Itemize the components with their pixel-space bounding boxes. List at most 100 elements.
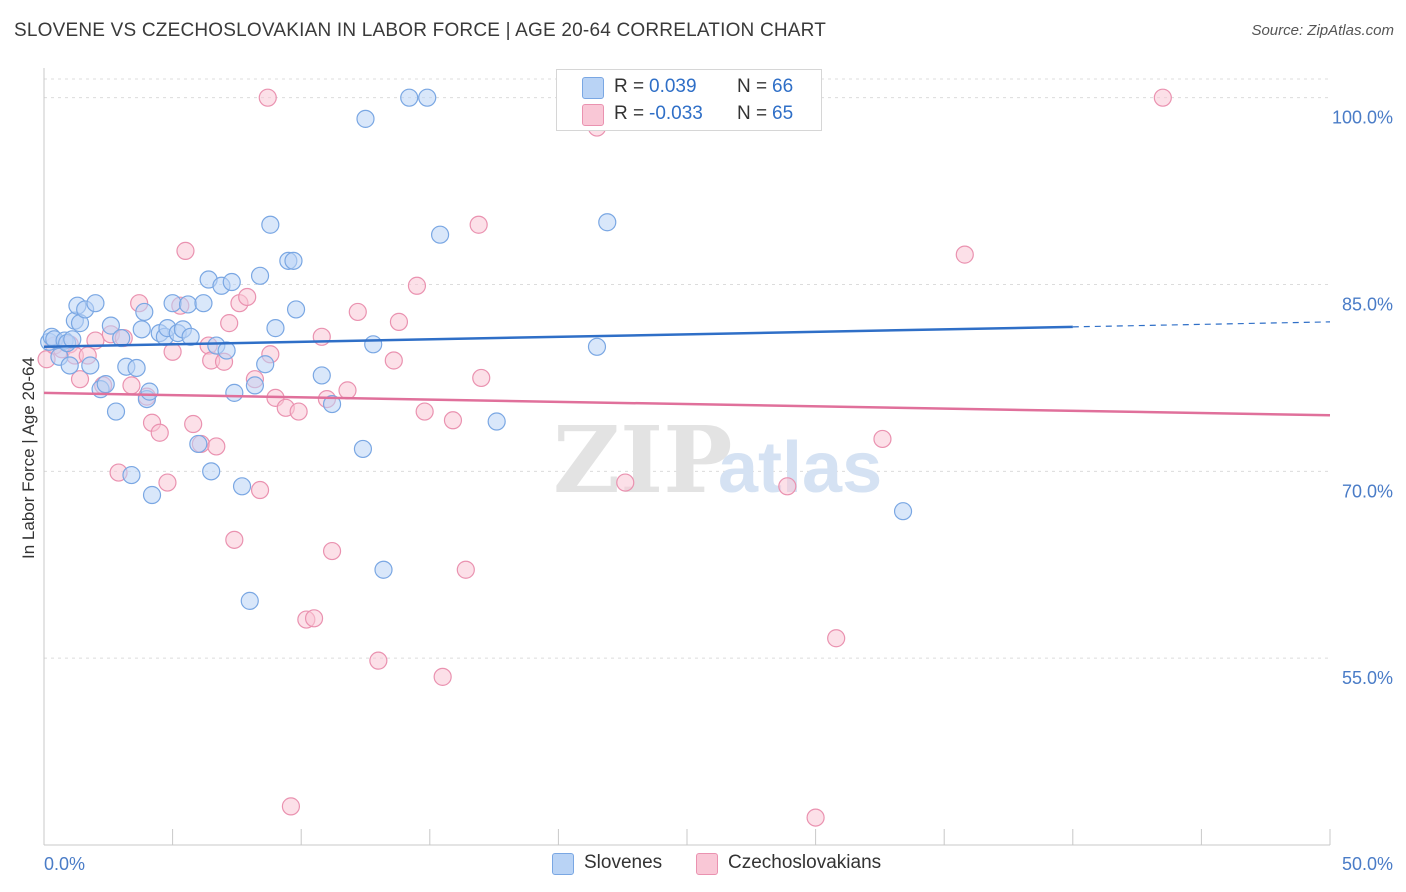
x-tick-labels: 0.0% 50.0% bbox=[44, 854, 1393, 874]
watermark-zip: ZIP bbox=[553, 406, 732, 514]
n-value: 66 bbox=[772, 76, 794, 97]
y-axis-label: In Labor Force | Age 20-64 bbox=[19, 357, 38, 559]
data-point bbox=[443, 411, 463, 430]
slovenes-swatch bbox=[552, 853, 574, 875]
source-label: Source: ZipAtlas.com bbox=[1251, 22, 1394, 39]
r-label: R = bbox=[614, 76, 645, 97]
data-point bbox=[384, 351, 403, 370]
data-point bbox=[222, 272, 241, 292]
data-point bbox=[127, 358, 146, 378]
y-tick-label: 70.0% bbox=[1342, 481, 1393, 501]
data-point bbox=[238, 287, 257, 307]
data-point bbox=[178, 295, 198, 314]
data-point bbox=[955, 245, 974, 264]
data-point bbox=[135, 302, 154, 322]
data-point bbox=[250, 266, 270, 285]
data-point bbox=[338, 381, 357, 400]
data-point bbox=[261, 215, 280, 234]
data-point bbox=[778, 477, 797, 496]
data-point bbox=[893, 502, 913, 521]
data-point bbox=[312, 366, 331, 385]
series-legend: Slovenes Czechoslovakians bbox=[0, 851, 1406, 879]
chart-title: SLOVENE VS CZECHOSLOVAKIAN IN LABOR FORC… bbox=[14, 20, 827, 41]
watermark-atlas: atlas bbox=[718, 428, 882, 508]
y-tick-labels: 55.0% 70.0% 85.0% 100.0% bbox=[1332, 108, 1393, 688]
slovenes-trend-line bbox=[43, 325, 1073, 349]
data-point bbox=[163, 294, 182, 313]
data-point bbox=[400, 88, 419, 107]
data-point bbox=[374, 560, 393, 579]
x-tick-label: 50.0% bbox=[1342, 854, 1393, 874]
data-point bbox=[101, 316, 120, 335]
data-point bbox=[487, 412, 506, 431]
data-point bbox=[356, 109, 375, 128]
data-point bbox=[132, 320, 151, 339]
grid bbox=[44, 78, 1330, 659]
data-point bbox=[250, 480, 270, 500]
data-point bbox=[96, 375, 115, 394]
data-point bbox=[312, 327, 331, 346]
data-point bbox=[225, 383, 244, 402]
data-point bbox=[433, 667, 452, 686]
data-point bbox=[163, 342, 182, 361]
x-tick-label: 0.0% bbox=[44, 854, 85, 874]
data-point bbox=[469, 215, 488, 234]
data-point bbox=[430, 225, 450, 244]
data-point bbox=[142, 485, 162, 505]
data-point bbox=[112, 328, 131, 348]
data-point bbox=[281, 797, 301, 816]
data-point bbox=[122, 376, 141, 395]
data-point bbox=[598, 213, 617, 232]
legend-label: Slovenes bbox=[584, 852, 663, 873]
data-point bbox=[258, 88, 277, 107]
data-point bbox=[70, 370, 90, 389]
stats-row-slovenes: R = 0.039 N = 66 bbox=[557, 74, 821, 100]
trend-lines bbox=[43, 321, 1331, 417]
data-point bbox=[415, 402, 434, 421]
data-point bbox=[158, 473, 177, 492]
y-tick-label: 100.0% bbox=[1332, 108, 1393, 128]
y-tick-label: 55.0% bbox=[1342, 668, 1393, 688]
data-point bbox=[369, 651, 388, 670]
data-point bbox=[806, 808, 825, 827]
data-point bbox=[81, 356, 100, 375]
data-point bbox=[202, 462, 221, 481]
data-point bbox=[407, 276, 427, 295]
data-point bbox=[348, 302, 367, 322]
data-point bbox=[150, 423, 169, 442]
data-point bbox=[304, 609, 324, 628]
n-value: 65 bbox=[772, 103, 794, 124]
data-point bbox=[1153, 88, 1172, 107]
stats-row-czechoslovakians: R = -0.033 N = 65 bbox=[557, 101, 821, 127]
data-point bbox=[86, 294, 105, 313]
data-point bbox=[389, 312, 409, 331]
data-point bbox=[472, 368, 491, 388]
data-point bbox=[184, 414, 203, 434]
data-point bbox=[289, 402, 308, 421]
data-point bbox=[176, 241, 195, 260]
watermark: ZIP atlas bbox=[553, 406, 882, 514]
data-point bbox=[232, 477, 252, 496]
data-point bbox=[353, 439, 373, 459]
czechoslovakians-swatch bbox=[582, 104, 604, 126]
y-tick-label: 85.0% bbox=[1342, 295, 1393, 315]
data-point bbox=[266, 319, 285, 338]
data-point bbox=[60, 356, 79, 375]
data-point bbox=[827, 629, 846, 648]
data-point bbox=[616, 473, 635, 492]
stats-legend: R = 0.039 N = 66 R = -0.033 N = 65 bbox=[556, 69, 822, 131]
axes bbox=[43, 68, 1331, 846]
data-point bbox=[286, 300, 306, 319]
data-point bbox=[181, 327, 200, 346]
data-point bbox=[456, 560, 475, 579]
data-point bbox=[284, 251, 303, 270]
data-point bbox=[63, 330, 82, 349]
data-point bbox=[587, 337, 607, 356]
r-value: 0.039 bbox=[649, 76, 697, 97]
czechoslovakians-swatch bbox=[696, 853, 718, 875]
data-point bbox=[122, 465, 141, 485]
data-point bbox=[245, 376, 265, 395]
data-point bbox=[189, 434, 208, 454]
slovenes-swatch bbox=[582, 77, 604, 99]
